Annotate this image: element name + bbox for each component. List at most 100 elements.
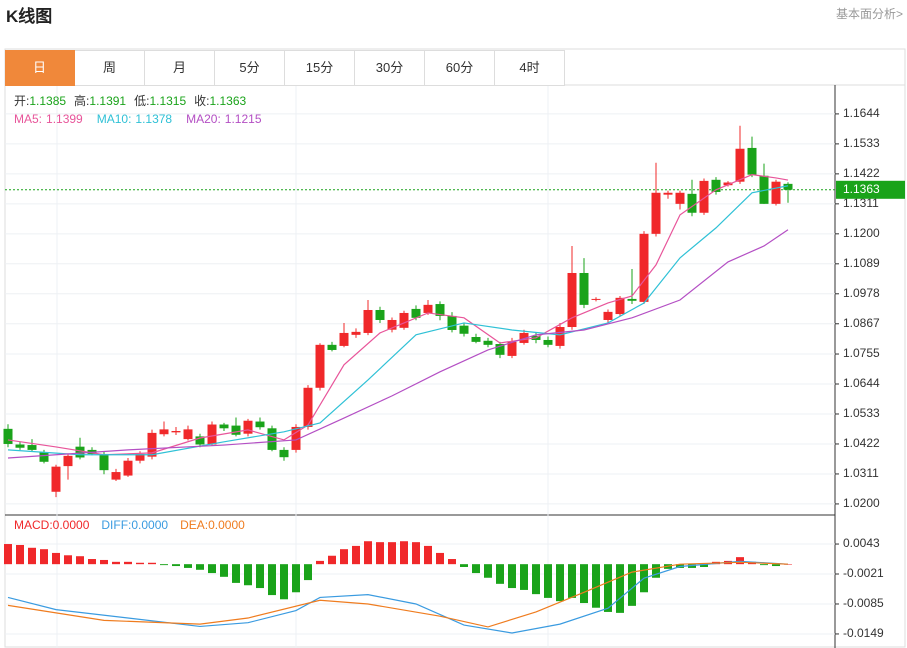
macd-bar xyxy=(616,564,624,613)
y-tick-label: 1.0311 xyxy=(843,466,879,480)
candle-body xyxy=(495,344,505,355)
candle-body xyxy=(651,192,661,234)
macd-bar xyxy=(580,564,588,604)
tab[interactable]: 5分 xyxy=(215,50,285,86)
info-label: 收: xyxy=(194,94,209,108)
y-tick-label: 1.1200 xyxy=(843,226,880,240)
tab[interactable]: 4时 xyxy=(495,50,565,86)
candle-body xyxy=(303,387,313,427)
macd-bar xyxy=(208,564,216,574)
candle-body xyxy=(783,183,793,190)
candle-body xyxy=(207,424,217,445)
macd-bar xyxy=(220,564,228,577)
macd-bar xyxy=(292,564,300,593)
y-tick-label: 1.0644 xyxy=(843,376,880,390)
candle-body xyxy=(435,304,445,316)
macd-bar xyxy=(544,564,552,598)
macd-bar xyxy=(364,541,372,565)
candle-body xyxy=(555,327,565,346)
macd-bar xyxy=(148,562,156,565)
macd-bar xyxy=(496,564,504,584)
candle-body xyxy=(507,341,517,356)
candle-body xyxy=(483,340,493,345)
macd-bar xyxy=(388,542,396,565)
line xyxy=(7,561,789,628)
macd-bar xyxy=(28,547,36,565)
candle-body xyxy=(627,298,637,301)
macd-bar xyxy=(136,562,144,565)
macd-bar xyxy=(100,559,108,565)
y-tick-label: -0.0085 xyxy=(843,596,884,610)
candle-body xyxy=(135,453,145,461)
y-tick-label: 1.1311 xyxy=(843,196,879,210)
fundamental-link[interactable]: 基本面分析> xyxy=(835,7,903,21)
macd-bar xyxy=(280,564,288,600)
candle-body xyxy=(243,420,253,434)
candle-body xyxy=(351,331,361,335)
legend-value: 0.0000 xyxy=(208,518,245,532)
macd-bar xyxy=(460,564,468,567)
macd-bar xyxy=(376,542,384,565)
legend-value: 1.1215 xyxy=(225,112,262,126)
candle-body xyxy=(39,452,49,462)
macd-bar xyxy=(340,549,348,565)
y-tick-label: 0.0043 xyxy=(843,536,880,550)
macd-bar xyxy=(628,564,636,606)
candle-body xyxy=(603,311,613,320)
candle-body xyxy=(171,430,181,433)
candle-body xyxy=(111,472,121,480)
candle-body xyxy=(591,298,601,300)
y-tick-label: 1.1089 xyxy=(843,256,880,270)
candle-body xyxy=(759,175,769,204)
candle-body xyxy=(471,337,481,342)
candle-body xyxy=(231,425,241,435)
ohlc-info: 开:1.1385 高:1.1391 低:1.1315 收:1.1363 xyxy=(14,93,247,108)
tab[interactable]: 日 xyxy=(5,50,75,86)
macd-bar xyxy=(412,542,420,565)
candle-body xyxy=(543,339,553,345)
tab[interactable]: 15分 xyxy=(285,50,355,86)
legend-value: 1.1399 xyxy=(46,112,83,126)
candle-body xyxy=(255,421,265,428)
candle-body xyxy=(399,312,409,328)
candle-body xyxy=(519,332,529,343)
macd-bar xyxy=(652,564,660,578)
macd-bar xyxy=(484,564,492,578)
macd-bar xyxy=(172,564,180,567)
macd-legend: MACD:0.0000 DIFF:0.0000 DEA:0.0000 xyxy=(14,518,245,532)
y-tick-label: 1.0422 xyxy=(843,436,880,450)
candle-body xyxy=(159,429,169,435)
candle-body xyxy=(675,192,685,204)
candle-body xyxy=(375,309,385,320)
macd-bar xyxy=(472,564,480,574)
macd-bar xyxy=(736,557,744,565)
page-title: K线图 xyxy=(6,7,53,26)
macd-bar xyxy=(316,560,324,565)
tab[interactable]: 30分 xyxy=(355,50,425,86)
macd-bar xyxy=(160,564,168,566)
candle-body xyxy=(447,315,457,330)
y-tick-label: 1.0200 xyxy=(843,496,880,510)
tab[interactable]: 60分 xyxy=(425,50,495,86)
macd-bar xyxy=(64,555,72,565)
candle-body xyxy=(327,344,337,350)
macd-bar xyxy=(328,555,336,565)
macd-bar xyxy=(184,564,192,568)
candle-body xyxy=(411,308,421,318)
tab[interactable]: 月 xyxy=(145,50,215,86)
tab[interactable]: 周 xyxy=(75,50,145,86)
y-tick-label: 1.1533 xyxy=(843,136,880,150)
legend-name: MACD: xyxy=(14,518,53,532)
y-tick-label: 1.0533 xyxy=(843,406,880,420)
candle-body xyxy=(123,460,133,476)
info-value: 1.1315 xyxy=(149,94,186,108)
legend-name: MA5: xyxy=(14,112,42,126)
legend-name: MA20: xyxy=(186,112,221,126)
chart-frame xyxy=(4,48,906,648)
y-tick-label: -0.0021 xyxy=(843,566,884,580)
y-tick-label: 1.0978 xyxy=(843,286,880,300)
candle-body xyxy=(423,304,433,313)
macd-bar xyxy=(304,564,312,581)
candle-body xyxy=(147,432,157,457)
